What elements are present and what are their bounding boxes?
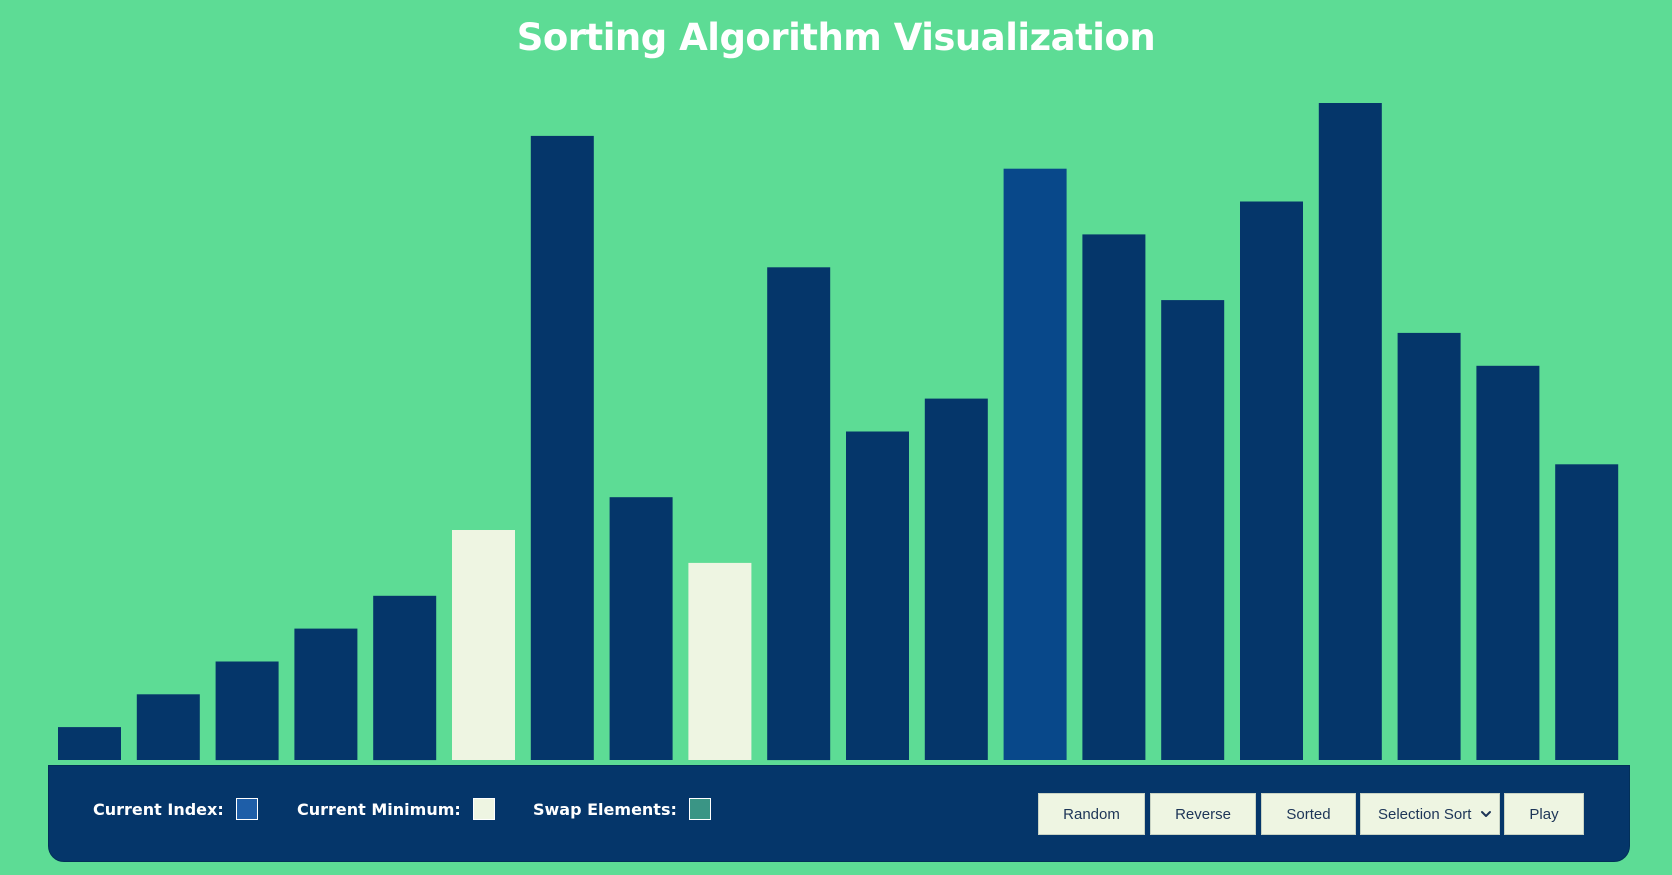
bar-19	[1476, 365, 1540, 760]
algorithm-select[interactable]: Selection Sort	[1360, 793, 1500, 835]
legend-current-minimum-label: Current Minimum:	[297, 799, 461, 819]
bar-14	[1082, 234, 1146, 760]
bar-13	[1003, 168, 1067, 760]
current-minimum-swatch	[472, 798, 495, 820]
bar-5	[373, 595, 437, 761]
current-index-swatch	[235, 798, 258, 820]
play-button[interactable]: Play	[1504, 793, 1584, 835]
bar-18	[1397, 332, 1461, 760]
bar-8	[609, 497, 673, 760]
bar-3	[215, 661, 279, 761]
bar-1	[58, 727, 121, 760]
bar-7	[530, 135, 594, 760]
legend-swap-elements-label: Swap Elements:	[533, 799, 677, 819]
bar-4	[294, 628, 358, 760]
bar-11	[846, 431, 909, 760]
legend-swap-elements: Swap Elements:	[533, 796, 711, 822]
bar-10	[767, 267, 831, 761]
bar-17	[1318, 103, 1382, 760]
reverse-button[interactable]: Reverse	[1150, 793, 1256, 835]
legend-current-minimum: Current Minimum:	[297, 796, 495, 822]
legend-current-index: Current Index:	[93, 796, 258, 822]
bar-15	[1161, 300, 1225, 760]
bar-12	[924, 398, 988, 760]
control-panel: Current Index: Current Minimum: Swap Ele…	[48, 765, 1630, 862]
bar-9	[688, 562, 752, 760]
page-title: Sorting Algorithm Visualization	[516, 16, 1156, 59]
bar-6	[452, 530, 515, 760]
legend-current-index-label: Current Index:	[93, 799, 224, 819]
bar-20	[1555, 464, 1619, 760]
bar-2	[136, 694, 200, 760]
sorted-button[interactable]: Sorted	[1261, 793, 1356, 835]
swap-elements-swatch	[688, 798, 711, 820]
bar-16	[1240, 201, 1303, 760]
algorithm-select-value: Selection Sort	[1378, 805, 1472, 823]
chevron-down-icon	[1481, 811, 1491, 817]
random-button[interactable]: Random	[1038, 793, 1145, 835]
